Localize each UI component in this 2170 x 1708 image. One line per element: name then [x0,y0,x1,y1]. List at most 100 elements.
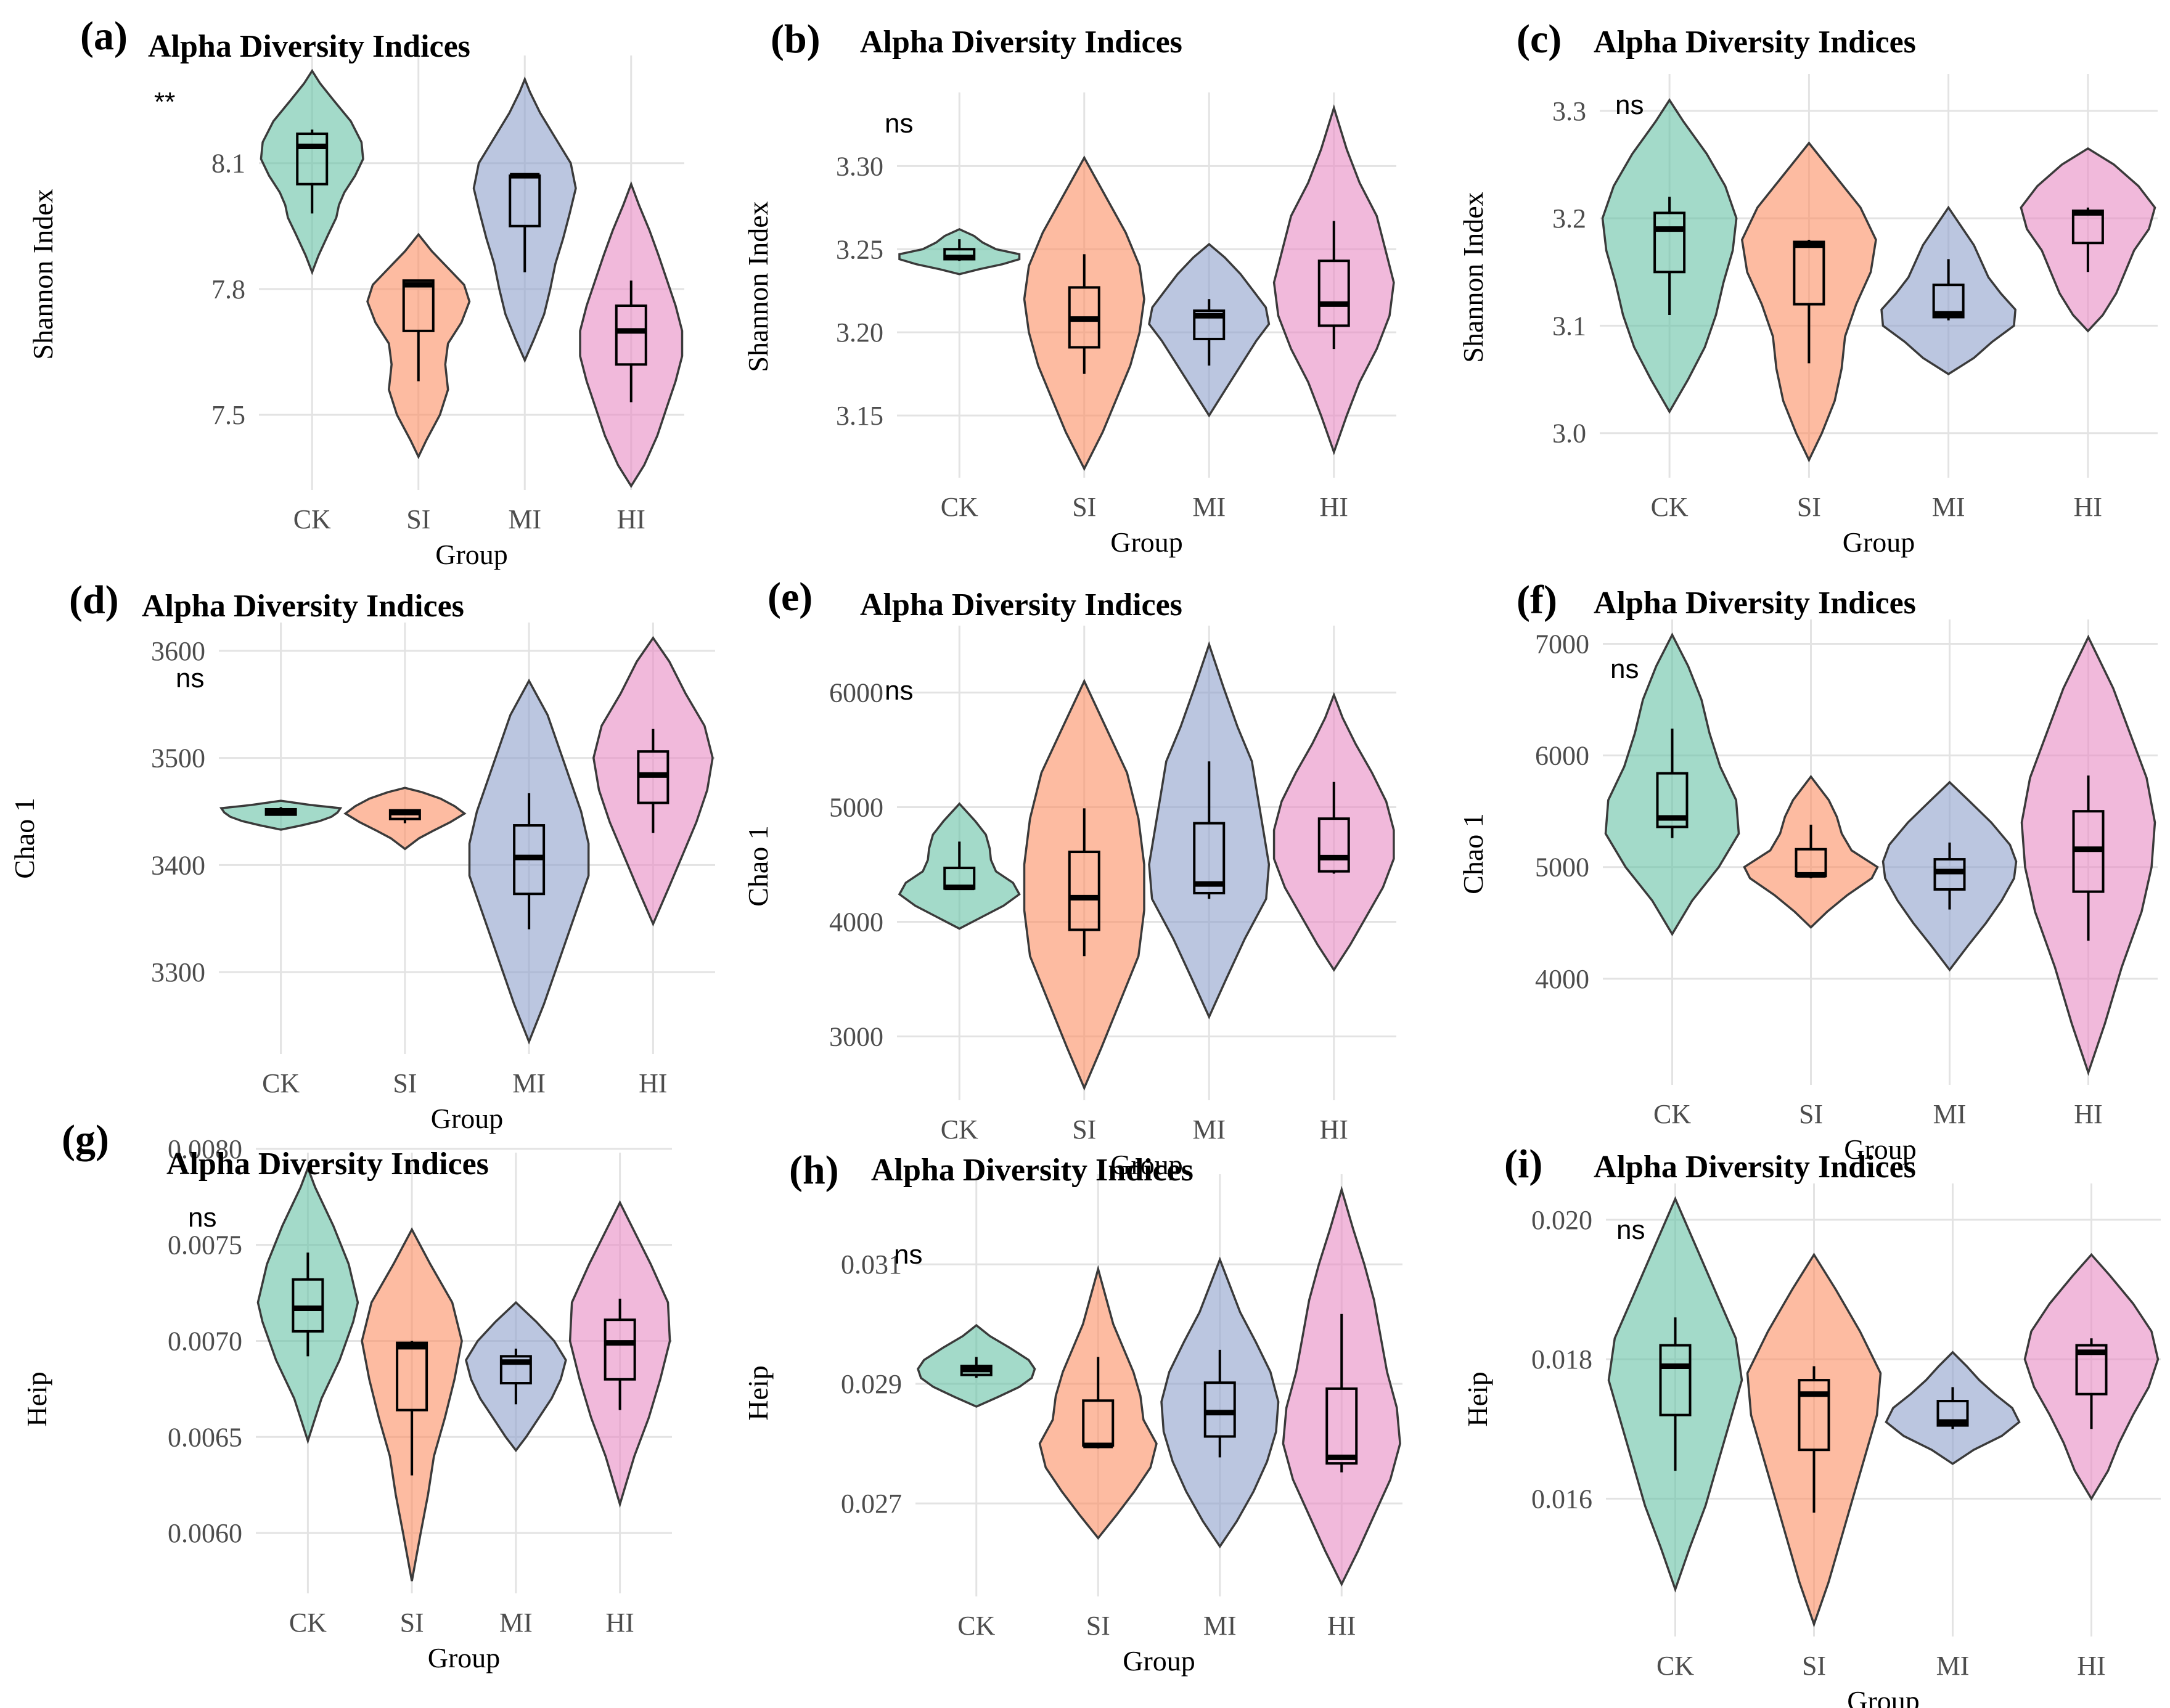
y-tick-label: 0.027 [841,1489,902,1519]
violin-hi [2023,1252,2160,1501]
y-tick-label: 0.031 [841,1249,902,1280]
box-mi [499,1355,532,1385]
violin-mi [465,1301,567,1452]
y-tick-label: 7.5 [211,400,245,430]
y-axis-title: Chao 1 [742,825,774,907]
violin-ck [256,1165,359,1445]
y-tick-label: 3500 [151,743,205,774]
y-tick-label: 3400 [151,850,205,880]
panel-letter: (e) [768,574,813,619]
significance-label: ns [188,1203,216,1233]
y-tick-label: 0.0065 [168,1422,242,1452]
y-tick-label: 3.1 [1552,311,1586,341]
panel-e: 3000 4000 5000 6000 CK SI MI HI Group Chao 1 (e) Al… [742,574,1396,1180]
box-hi [1325,1387,1358,1465]
y-tick-label: 0.016 [1531,1484,1592,1514]
violin-hi [2020,147,2156,333]
panel-letter: (i) [1504,1142,1542,1187]
violin-si [361,1227,463,1582]
panel-title: Alpha Diversity Indices [871,1153,1194,1188]
box-mi [1933,858,1966,891]
x-tick-label-hi: HI [1320,492,1348,522]
x-tick-label-ck: CK [957,1611,995,1641]
x-tick-label-mi: MI [1932,492,1965,522]
violin-hi [579,181,684,488]
y-axis-title: Heip [21,1371,52,1426]
x-tick-label-hi: HI [2074,492,2102,522]
x-axis-title: Group [1847,1685,1920,1708]
x-tick-label-hi: HI [2077,1651,2105,1681]
panel-letter: (c) [1517,17,1562,62]
box-hi [615,304,647,366]
y-tick-label: 0.020 [1531,1205,1592,1235]
x-tick-label-si: SI [1072,492,1096,522]
panel-title: Alpha Diversity Indices [166,1146,489,1182]
y-axis-title: Shannon Index [27,189,59,359]
panel-i: 0.016 0.018 0.020 CK SI MI HI Group Heip (i) Alpha… [1462,1142,2161,1708]
x-tick-label-ck: CK [941,1114,978,1145]
violin-mi [1885,1350,2021,1465]
y-tick-label: 0.0080 [168,1134,242,1164]
x-tick-label-si: SI [1799,1099,1823,1129]
x-tick-label-ck: CK [1651,492,1689,522]
y-tick-label: 7000 [1535,629,1589,659]
panel-letter: (d) [69,578,119,623]
x-tick-label-mi: MI [1192,492,1226,522]
violin-si [1023,155,1145,472]
x-tick-label-hi: HI [1320,1114,1348,1145]
box-mi [1936,1400,1969,1427]
significance-label: ** [154,87,175,117]
violin-mi [1148,242,1271,418]
panel-letter: (h) [789,1148,839,1193]
panel-title: Alpha Diversity Indices [860,587,1182,623]
panel-title: Alpha Diversity Indices [1594,25,1916,60]
violin-hi [1272,692,1395,972]
x-tick-label-si: SI [406,504,430,534]
significance-label: ns [1616,1215,1645,1245]
panel-title: Alpha Diversity Indices [142,589,464,624]
box-ck [296,133,329,186]
y-tick-label: 5000 [1535,852,1589,883]
y-tick-label: 5000 [829,793,883,823]
x-tick-label-mi: MI [508,504,541,534]
panel-title: Alpha Diversity Indices [1594,586,1916,621]
panel-letter: (g) [62,1117,109,1162]
significance-label: ns [1615,90,1644,120]
significance-label: ns [885,676,913,706]
x-axis-title: Group [1110,526,1183,558]
x-tick-label-si: SI [1072,1114,1096,1145]
box-si [1068,851,1100,931]
x-tick-label-mi: MI [1192,1114,1226,1145]
x-tick-label-mi: MI [499,1608,533,1638]
y-tick-label: 0.0060 [168,1518,242,1548]
y-axis-title: Shannon Index [742,201,774,372]
violin-hi [2020,634,2156,1076]
violin-hi [1272,104,1395,456]
y-axis-title: Chao 1 [1457,813,1489,894]
x-tick-label-ck: CK [262,1068,300,1098]
y-tick-label: 8.1 [211,149,245,179]
x-axis-title: Group [428,1642,501,1673]
violin-mi [472,76,577,363]
panel-title: Alpha Diversity Indices [148,29,470,64]
violin-ck [1601,98,1738,414]
significance-label: ns [885,108,913,139]
violin-si [1023,678,1145,1091]
y-tick-label: 3.3 [1552,96,1586,126]
box-mi [1193,309,1226,340]
panel-a: 7.5 7.8 8.1 CK SI MI HI Group Shannon Index (a) Al… [27,14,684,570]
y-tick-label: 3300 [151,957,205,987]
panel-letter: (b) [771,17,821,62]
x-tick-label-si: SI [1797,492,1821,522]
box-ck [292,1278,324,1333]
significance-label: ns [176,663,204,693]
y-tick-label: 3.25 [836,234,883,264]
violin-ck [1607,1196,1743,1593]
x-axis-title: Group [1844,1134,1917,1165]
violin-mi [1148,641,1271,1019]
violin-mi [1881,780,2018,972]
x-tick-label-hi: HI [2074,1099,2102,1129]
y-axis-title: Shannon Index [1457,192,1489,362]
x-tick-label-hi: HI [617,504,645,534]
violin-ck [898,227,1021,276]
